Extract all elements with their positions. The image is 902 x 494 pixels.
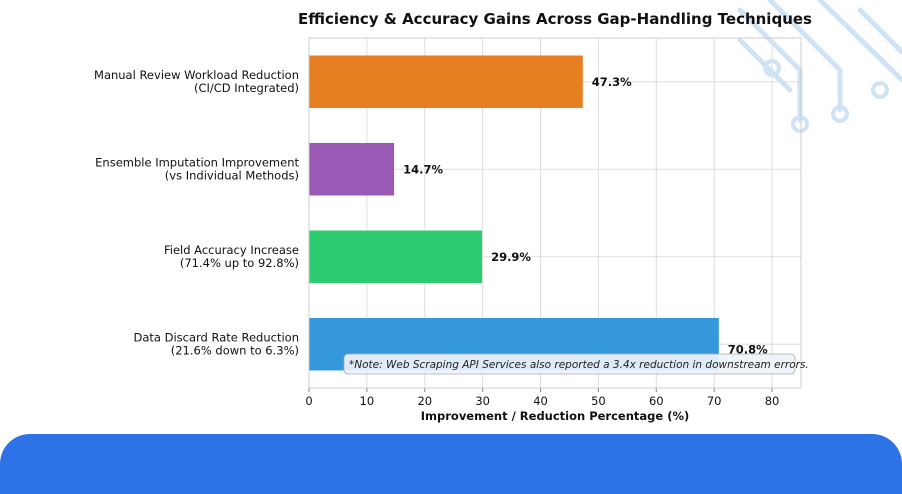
tick-label-30: 30 (475, 394, 490, 408)
tick-label-80: 80 (765, 394, 780, 408)
x-ticks: 0 10 20 30 40 50 60 70 80 (305, 388, 779, 408)
decor-node-3 (871, 81, 889, 99)
category-label-0-1: (CI/CD Integrated) (194, 81, 299, 95)
note-text: *Note: Web Scraping API Services also re… (349, 359, 809, 371)
value-label-2: 29.9% (491, 250, 531, 264)
category-label-1-1: (vs Individual Methods) (165, 168, 299, 182)
footer-band (0, 434, 902, 494)
tick-label-20: 20 (417, 394, 432, 408)
bar-1 (309, 143, 395, 196)
plot-frame (308, 37, 802, 389)
decor-line-3 (857, 7, 902, 55)
value-label-3: 70.8% (728, 342, 768, 356)
category-labels: Manual Review Workload Reduction(CI/CD I… (94, 68, 299, 358)
decor-node-0 (791, 115, 809, 133)
decor-line-0 (737, 7, 803, 123)
circuit-decoration (737, 0, 902, 133)
category-label-3-0: Data Discard Rate Reduction (133, 330, 299, 344)
note-box: *Note: Web Scraping API Services also re… (343, 353, 809, 375)
chart-title: Efficiency & Accuracy Gains Across Gap-H… (298, 10, 812, 28)
category-label-3-1: (21.6% down to 6.3%) (171, 343, 299, 357)
decor-node-1 (831, 105, 849, 123)
chart: Efficiency & Accuracy Gains Across Gap-H… (94, 0, 902, 423)
decor-line-2 (817, 0, 902, 83)
value-label-0: 47.3% (592, 75, 632, 89)
note-background (343, 353, 796, 375)
tick-label-60: 60 (649, 394, 664, 408)
tick-label-10: 10 (360, 394, 375, 408)
bars: 47.3% 14.7% 29.9% 70.8% (309, 55, 768, 371)
category-label-2-1: (71.4% up to 92.8%) (180, 256, 299, 270)
value-label-1: 14.7% (403, 162, 443, 176)
bar-0 (309, 55, 583, 108)
category-label-1-0: Ensemble Imputation Improvement (95, 155, 299, 169)
category-label-0-0: Manual Review Workload Reduction (94, 68, 299, 82)
category-label-2-0: Field Accuracy Increase (164, 243, 299, 257)
tick-label-40: 40 (533, 394, 548, 408)
tick-label-0: 0 (305, 394, 312, 408)
tick-label-50: 50 (591, 394, 606, 408)
x-axis-label: Improvement / Reduction Percentage (%) (421, 409, 690, 423)
bar-2 (309, 230, 483, 283)
tick-label-70: 70 (707, 394, 722, 408)
decor-line-1 (767, 0, 843, 113)
